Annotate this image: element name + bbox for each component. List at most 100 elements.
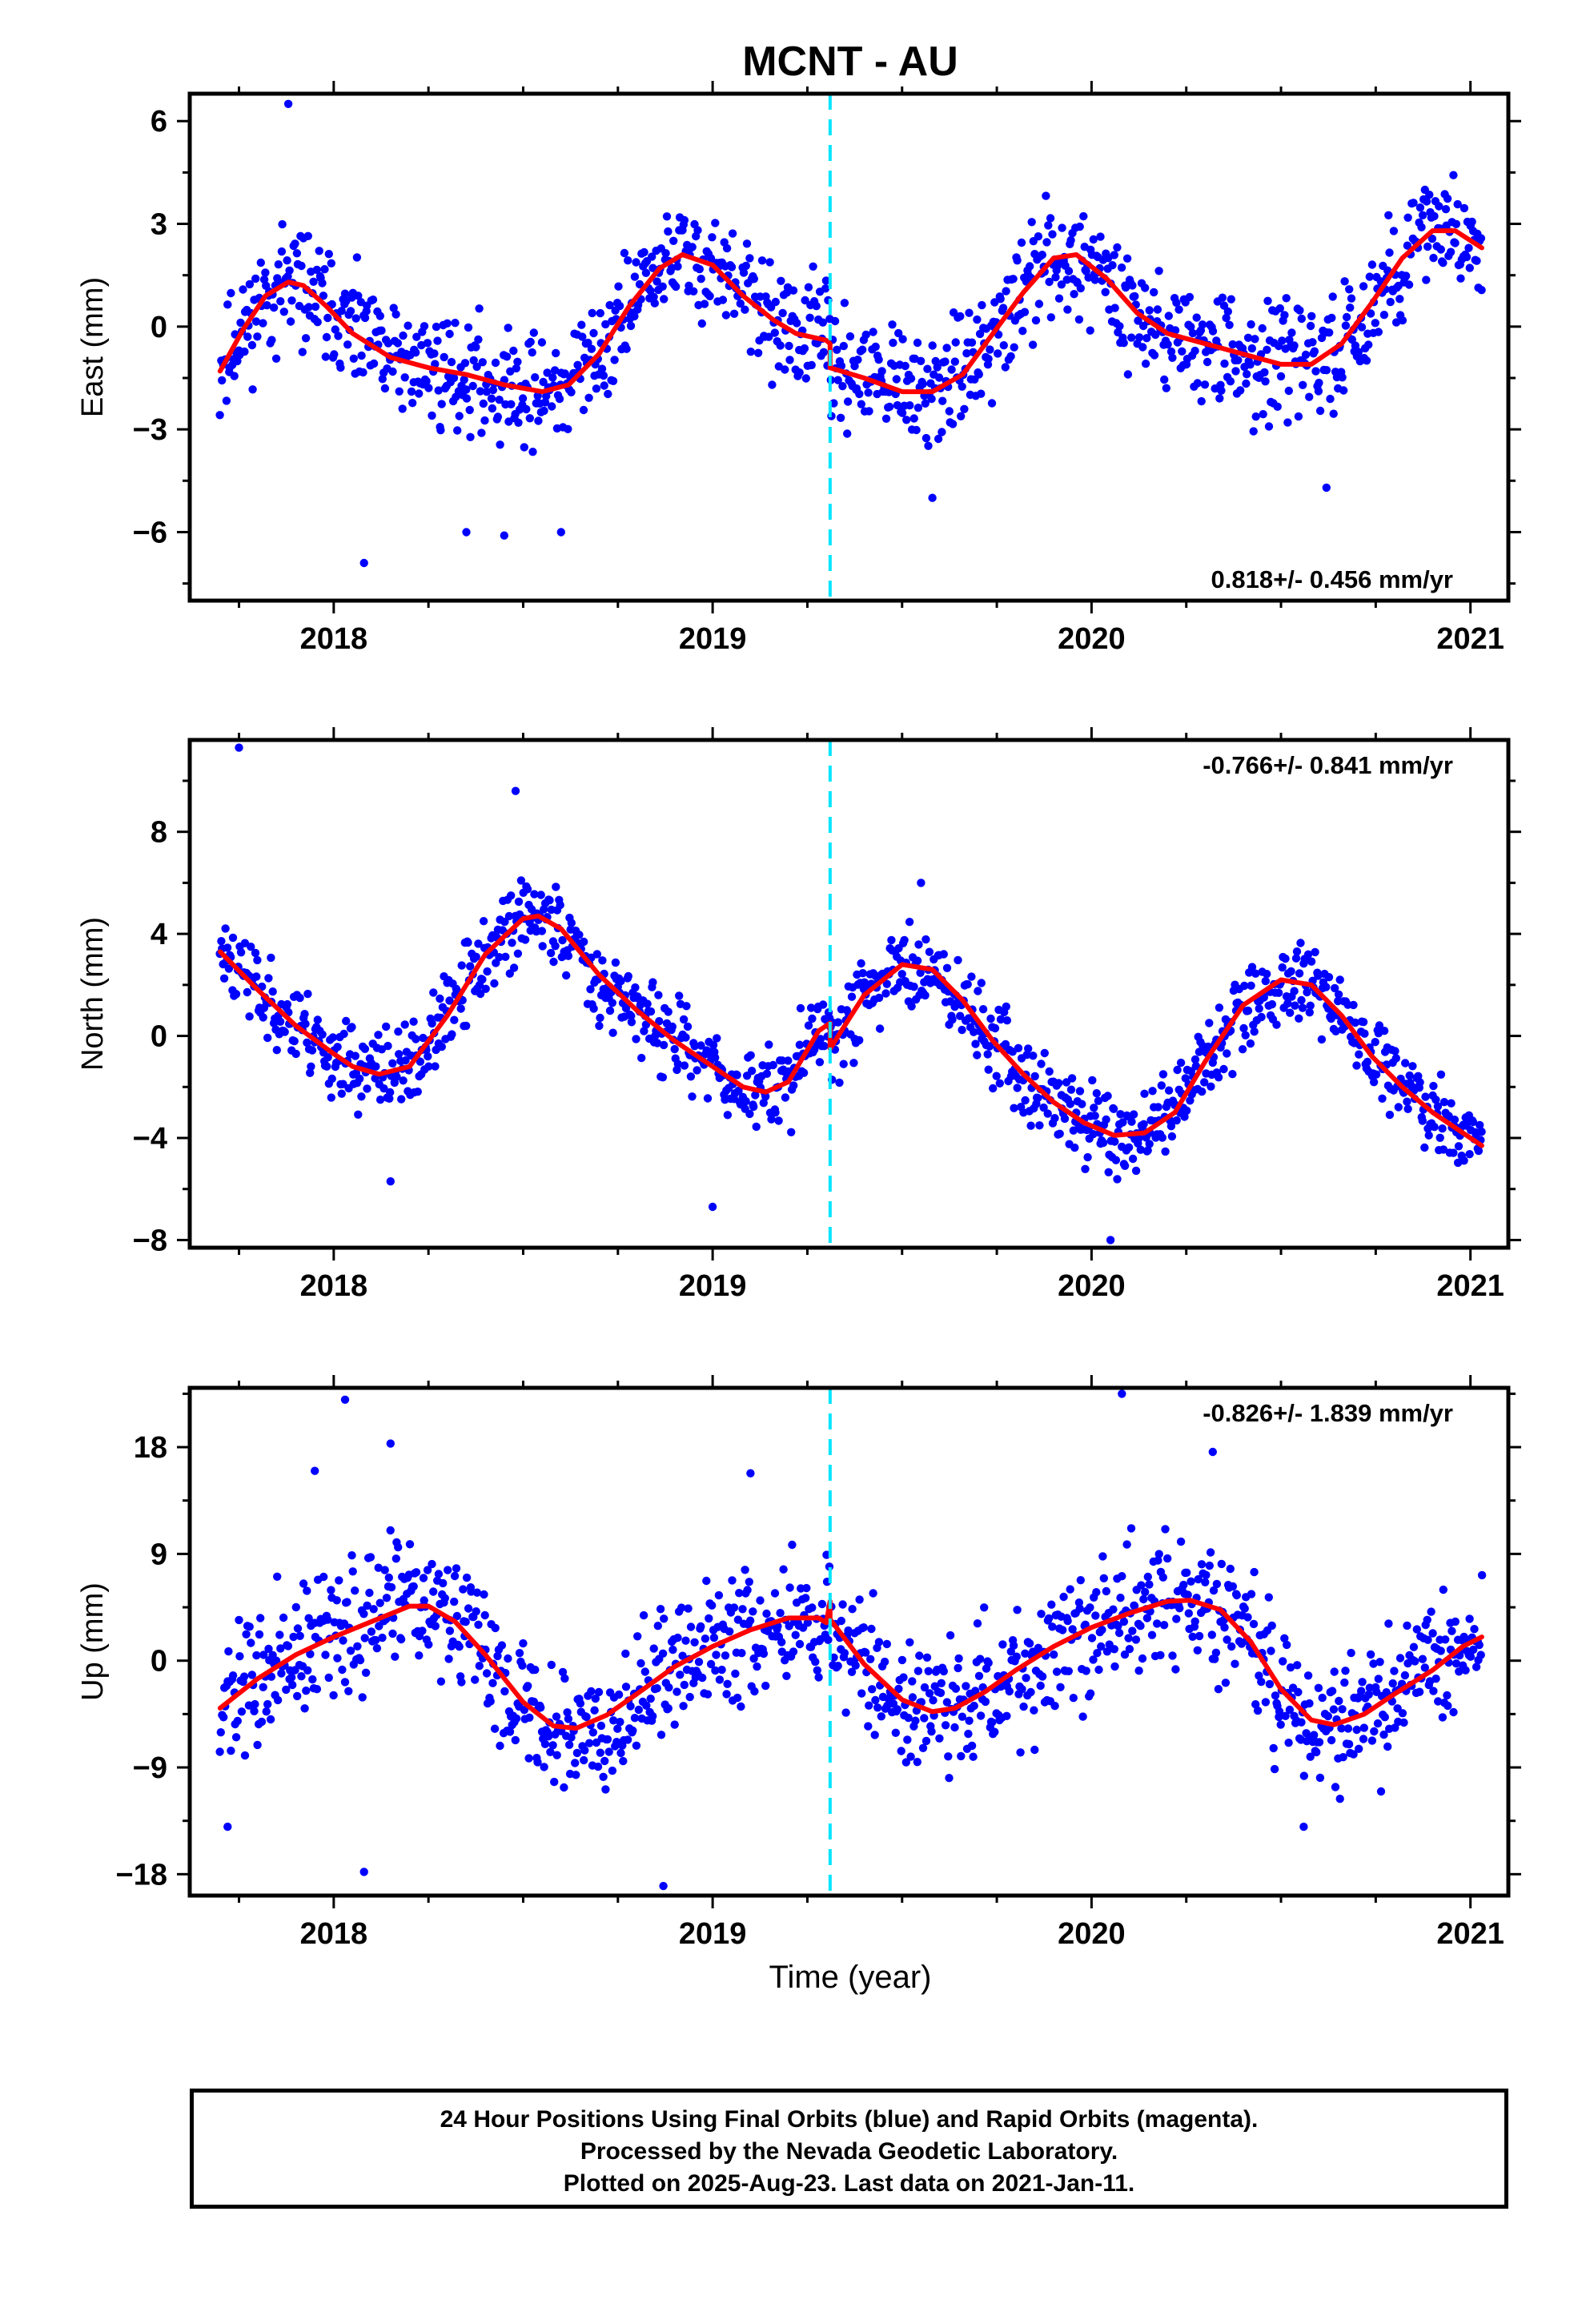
data-point bbox=[1017, 238, 1026, 247]
data-point bbox=[328, 1033, 337, 1042]
data-point bbox=[1034, 232, 1043, 241]
data-point bbox=[600, 1756, 609, 1766]
data-point bbox=[722, 1690, 731, 1699]
data-point bbox=[685, 281, 693, 290]
data-point bbox=[534, 416, 543, 425]
data-point bbox=[1195, 1047, 1204, 1056]
data-point bbox=[1089, 1655, 1098, 1664]
data-point bbox=[1093, 1649, 1102, 1658]
data-point bbox=[291, 1602, 300, 1612]
data-point bbox=[318, 1030, 327, 1039]
data-point bbox=[1341, 1667, 1350, 1675]
data-point bbox=[782, 1671, 791, 1680]
data-point bbox=[518, 394, 528, 403]
data-point bbox=[916, 968, 925, 978]
data-point bbox=[1240, 981, 1249, 991]
data-point bbox=[857, 400, 866, 408]
data-point bbox=[252, 972, 261, 981]
data-point bbox=[1194, 1574, 1203, 1584]
data-point bbox=[251, 317, 261, 326]
data-point bbox=[1477, 1128, 1486, 1136]
data-point bbox=[843, 397, 853, 406]
data-point bbox=[941, 357, 950, 366]
data-point bbox=[1040, 1048, 1050, 1058]
data-point bbox=[893, 400, 902, 410]
data-point bbox=[539, 377, 548, 387]
data-point bbox=[708, 233, 717, 242]
data-point bbox=[973, 315, 982, 324]
data-point bbox=[1009, 275, 1018, 283]
data-point bbox=[1232, 1590, 1242, 1600]
data-point bbox=[1227, 295, 1236, 304]
data-point-outlier bbox=[1106, 1236, 1115, 1244]
data-point bbox=[1124, 1634, 1133, 1642]
data-point bbox=[1347, 1648, 1355, 1658]
data-point bbox=[1176, 1537, 1186, 1546]
data-point bbox=[1253, 1706, 1263, 1715]
data-point bbox=[1275, 304, 1285, 313]
data-point bbox=[322, 332, 331, 342]
data-point bbox=[1355, 1050, 1363, 1059]
data-point-outlier bbox=[708, 1202, 717, 1212]
data-point bbox=[1247, 1590, 1256, 1598]
data-point bbox=[1251, 969, 1260, 978]
data-point bbox=[1217, 386, 1226, 395]
data-point bbox=[1215, 1003, 1224, 1012]
data-point bbox=[496, 440, 504, 449]
data-point bbox=[1094, 1096, 1103, 1105]
data-point bbox=[303, 1586, 311, 1595]
data-point bbox=[1425, 191, 1434, 199]
chart-title: MCNT - AU bbox=[742, 38, 958, 85]
data-point bbox=[415, 1651, 424, 1660]
data-point bbox=[509, 346, 518, 356]
data-point bbox=[741, 261, 750, 271]
data-point bbox=[874, 993, 884, 1003]
data-point bbox=[1265, 1679, 1275, 1689]
y-tick-label: 6 bbox=[151, 105, 167, 139]
data-point bbox=[1066, 235, 1075, 245]
data-point bbox=[1385, 1110, 1395, 1120]
data-point bbox=[624, 971, 632, 981]
data-point bbox=[1022, 1051, 1031, 1059]
data-point bbox=[1299, 1771, 1309, 1780]
y-tick-label: 0 bbox=[151, 1020, 167, 1054]
data-point bbox=[1160, 375, 1169, 384]
data-point bbox=[844, 1626, 853, 1635]
data-point bbox=[893, 1705, 902, 1714]
data-point bbox=[347, 1023, 356, 1031]
data-point bbox=[986, 345, 994, 354]
data-point bbox=[1441, 205, 1451, 214]
data-point bbox=[1195, 1631, 1204, 1641]
data-point bbox=[424, 1051, 432, 1061]
data-point bbox=[1284, 1739, 1293, 1747]
data-point bbox=[587, 1687, 596, 1696]
data-point bbox=[648, 978, 657, 987]
data-point bbox=[901, 1758, 911, 1767]
data-point bbox=[588, 308, 596, 318]
data-point bbox=[540, 398, 550, 407]
data-point bbox=[482, 388, 492, 396]
data-point bbox=[1089, 1130, 1098, 1139]
data-point bbox=[1366, 1650, 1375, 1659]
data-point bbox=[235, 1652, 244, 1661]
data-point bbox=[596, 1013, 604, 1023]
footer-info-box: 24 Hour Positions Using Final Orbits (bl… bbox=[190, 2089, 1508, 2209]
data-point bbox=[398, 404, 407, 413]
data-point bbox=[466, 962, 475, 971]
data-point bbox=[304, 1614, 313, 1622]
data-point bbox=[505, 969, 514, 978]
data-point bbox=[1042, 238, 1051, 247]
data-point bbox=[1243, 370, 1251, 379]
data-point bbox=[678, 1651, 687, 1660]
data-point bbox=[1145, 1580, 1154, 1589]
data-point bbox=[1013, 1084, 1022, 1092]
data-point bbox=[1123, 370, 1133, 379]
data-point bbox=[1148, 1087, 1157, 1096]
data-point bbox=[580, 1755, 588, 1765]
data-point bbox=[1125, 1645, 1134, 1654]
data-point bbox=[1349, 1000, 1358, 1010]
data-point bbox=[1154, 1550, 1163, 1558]
data-point bbox=[939, 1667, 949, 1676]
data-point bbox=[292, 249, 302, 258]
data-point bbox=[950, 357, 960, 366]
